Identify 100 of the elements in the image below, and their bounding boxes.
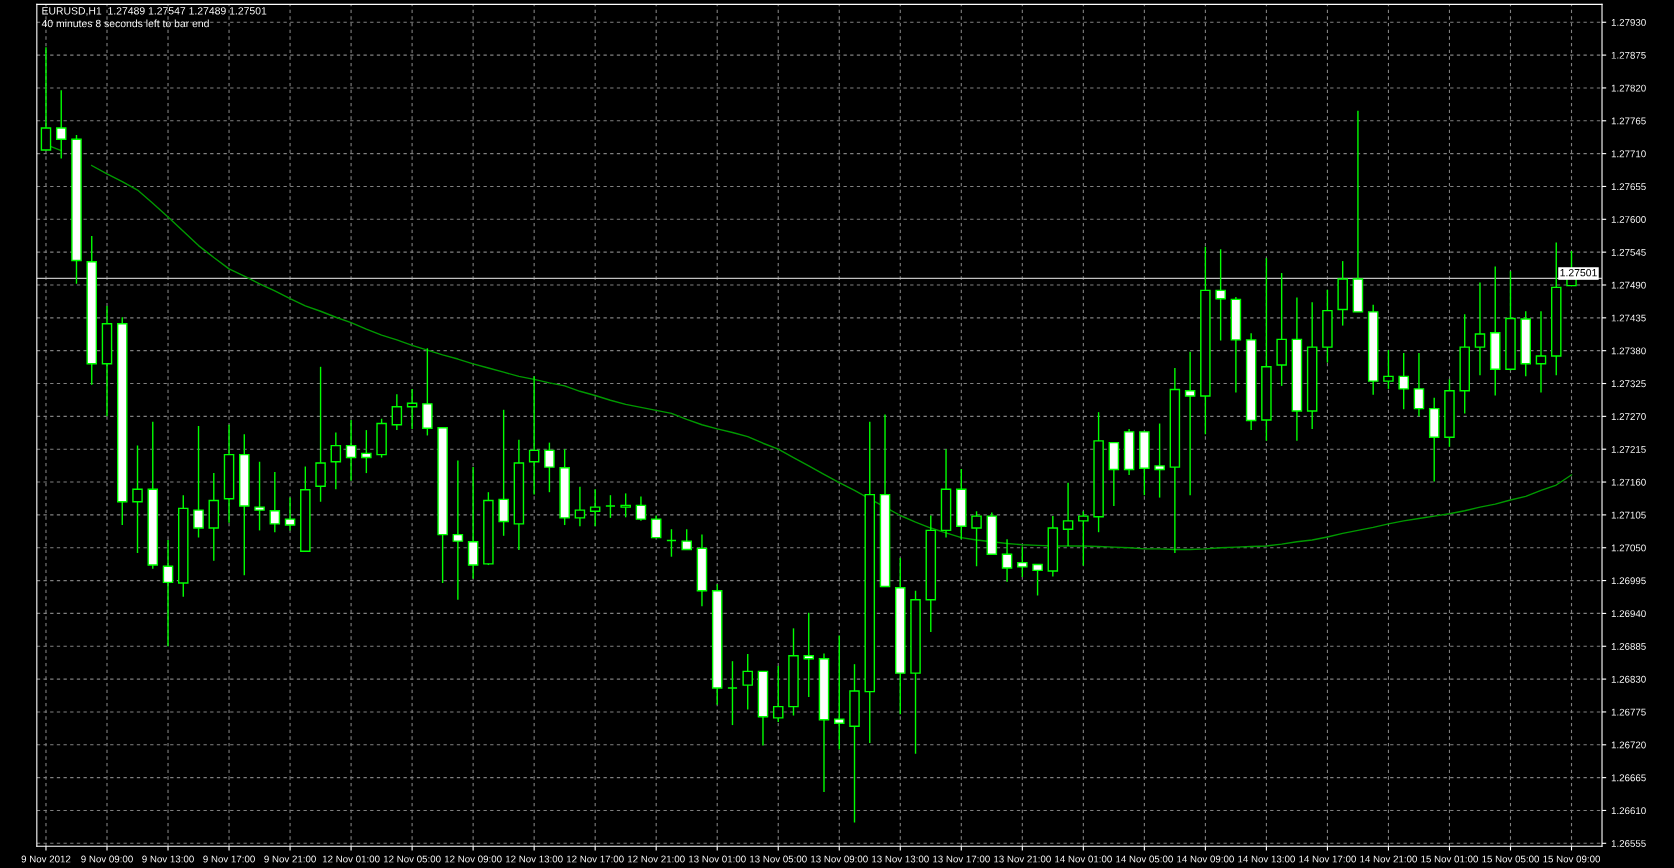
candlestick bbox=[498, 409, 509, 537]
y-tick-label: 1.27325 bbox=[1611, 380, 1646, 388]
x-tick-label: 9 Nov 21:00 bbox=[264, 855, 316, 863]
x-tick-label: 9 Nov 09:00 bbox=[81, 855, 133, 863]
y-tick-label: 1.27600 bbox=[1611, 216, 1646, 223]
candlestick bbox=[345, 419, 357, 482]
candlestick bbox=[1078, 510, 1089, 567]
candlestick bbox=[452, 459, 464, 601]
candlestick bbox=[1383, 349, 1394, 390]
candlestick bbox=[269, 471, 281, 533]
y-tick-label: 1.27050 bbox=[1611, 544, 1646, 552]
y-tick-label: 1.26610 bbox=[1611, 807, 1646, 815]
x-tick-label: 12 Nov 01:00 bbox=[322, 855, 380, 863]
y-tick-label: 1.27435 bbox=[1611, 314, 1646, 322]
y-tick-label: 1.27270 bbox=[1611, 413, 1646, 420]
candlestick bbox=[1535, 310, 1547, 394]
candlestick bbox=[391, 393, 403, 431]
candlestick bbox=[55, 89, 67, 160]
candlestick bbox=[650, 514, 662, 539]
x-tick-label: 15 Nov 05:00 bbox=[1482, 855, 1540, 863]
candlestick bbox=[727, 660, 738, 726]
x-tick-label: 13 Nov 01:00 bbox=[689, 855, 746, 863]
candlestick bbox=[528, 375, 540, 496]
chart-title: EURUSD,H1 1.27489 1.27547 1.27489 1.27501 bbox=[42, 7, 267, 16]
y-tick-label: 1.26555 bbox=[1611, 840, 1646, 847]
candlestick bbox=[635, 495, 647, 522]
y-tick-label: 1.27710 bbox=[1611, 150, 1646, 158]
y-tick-label: 1.27380 bbox=[1611, 347, 1646, 355]
x-tick-label: 14 Nov 17:00 bbox=[1299, 855, 1356, 863]
x-tick-label: 9 Nov 17:00 bbox=[203, 855, 255, 863]
x-tick-label: 15 Nov 01:00 bbox=[1421, 855, 1478, 863]
candlestick bbox=[330, 431, 342, 490]
x-tick-label: 13 Nov 13:00 bbox=[872, 855, 929, 863]
candlestick bbox=[467, 466, 479, 580]
candlestick bbox=[1413, 352, 1425, 418]
x-tick-label: 12 Nov 13:00 bbox=[505, 855, 563, 863]
candlestick bbox=[406, 388, 418, 430]
candlestick bbox=[772, 665, 784, 723]
y-tick-label: 1.26775 bbox=[1611, 708, 1646, 716]
candlestick bbox=[1184, 351, 1196, 496]
candlestick bbox=[666, 528, 677, 558]
x-tick-label: 14 Nov 13:00 bbox=[1238, 855, 1295, 863]
x-tick-label: 12 Nov 09:00 bbox=[444, 855, 502, 863]
candlestick bbox=[620, 492, 631, 518]
candlestick bbox=[833, 634, 845, 751]
y-tick-label: 1.26995 bbox=[1611, 577, 1646, 585]
y-tick-label: 1.26885 bbox=[1611, 642, 1646, 650]
candlestick bbox=[574, 486, 586, 527]
candlestick bbox=[1474, 281, 1486, 376]
x-tick-label: 14 Nov 05:00 bbox=[1116, 855, 1173, 863]
candlestick bbox=[681, 528, 692, 551]
y-tick-label: 1.27160 bbox=[1611, 478, 1646, 486]
x-tick-label: 14 Nov 09:00 bbox=[1177, 855, 1234, 863]
candlestick bbox=[284, 496, 296, 532]
candlestick bbox=[605, 494, 616, 519]
candlestick bbox=[742, 653, 753, 711]
x-tick-label: 15 Nov 09:00 bbox=[1543, 855, 1601, 863]
candlestick bbox=[193, 425, 204, 539]
y-tick-label: 1.26830 bbox=[1611, 675, 1646, 683]
candlestick bbox=[1215, 248, 1226, 342]
candlestick bbox=[254, 461, 265, 532]
candlestick bbox=[1062, 481, 1074, 547]
candlestick bbox=[971, 510, 982, 567]
y-tick-label: 1.27930 bbox=[1611, 18, 1646, 26]
y-tick-label: 1.27875 bbox=[1611, 51, 1646, 59]
candlestick bbox=[544, 441, 555, 493]
x-tick-label: 14 Nov 21:00 bbox=[1360, 855, 1417, 863]
y-tick-label: 1.27215 bbox=[1611, 445, 1646, 453]
y-tick-label: 1.27655 bbox=[1611, 183, 1646, 191]
candlestick bbox=[803, 612, 815, 698]
x-tick-label: 9 Nov 13:00 bbox=[142, 855, 194, 863]
x-tick-label: 12 Nov 05:00 bbox=[383, 855, 441, 863]
candlestick bbox=[1398, 352, 1409, 410]
candlestick bbox=[40, 46, 52, 151]
candlestick bbox=[315, 366, 326, 503]
x-tick-label: 13 Nov 21:00 bbox=[994, 855, 1051, 863]
x-tick-label: 13 Nov 09:00 bbox=[811, 855, 868, 863]
x-tick-label: 9 Nov 2012 bbox=[21, 855, 71, 863]
y-tick-label: 1.27545 bbox=[1611, 248, 1646, 256]
y-tick-label: 1.27820 bbox=[1611, 84, 1646, 92]
ref-line-label: 1.27501 bbox=[1560, 268, 1597, 277]
x-tick-label: 13 Nov 17:00 bbox=[933, 855, 990, 863]
x-tick-label: 12 Nov 21:00 bbox=[628, 855, 685, 863]
y-tick-label: 1.26665 bbox=[1611, 774, 1646, 782]
candlestick bbox=[162, 539, 174, 647]
y-tick-label: 1.26720 bbox=[1611, 741, 1646, 749]
y-tick-label: 1.27105 bbox=[1611, 511, 1646, 519]
annotation: 40 minutes 8 seconds left to bar end bbox=[41, 19, 209, 28]
y-tick-label: 1.27765 bbox=[1611, 117, 1646, 125]
candlestick bbox=[361, 429, 372, 474]
x-tick-label: 14 Nov 01:00 bbox=[1055, 855, 1112, 863]
candlestick bbox=[589, 488, 601, 527]
candlestick bbox=[1032, 563, 1043, 597]
candlestick bbox=[132, 444, 143, 554]
candlestick bbox=[1001, 538, 1013, 583]
candlestick bbox=[1017, 545, 1028, 578]
y-tick-label: 1.26940 bbox=[1611, 610, 1646, 618]
candlestick bbox=[1154, 422, 1165, 499]
y-tick-label: 1.27490 bbox=[1611, 281, 1646, 289]
x-tick-label: 13 Nov 05:00 bbox=[750, 855, 807, 863]
